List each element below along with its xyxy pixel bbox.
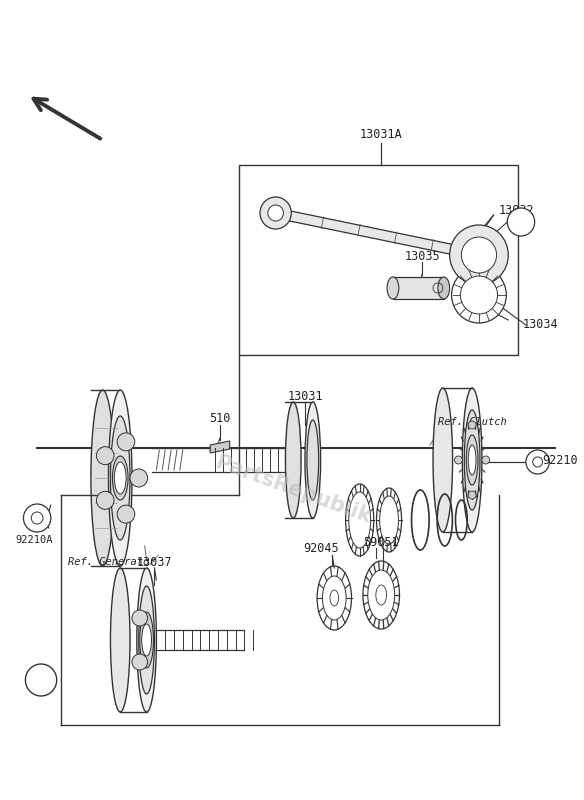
Text: 13035: 13035	[405, 250, 440, 262]
Text: 13031A: 13031A	[360, 129, 402, 142]
Ellipse shape	[307, 420, 319, 500]
Circle shape	[23, 504, 51, 532]
Ellipse shape	[368, 570, 395, 620]
Ellipse shape	[330, 590, 339, 606]
Ellipse shape	[468, 445, 476, 475]
Ellipse shape	[463, 388, 482, 532]
Bar	[238, 165, 518, 355]
Text: Ref. Generator: Ref. Generator	[68, 557, 156, 567]
Text: 13031: 13031	[287, 390, 323, 402]
Ellipse shape	[380, 496, 398, 544]
Circle shape	[533, 457, 543, 467]
Ellipse shape	[139, 586, 154, 694]
Ellipse shape	[142, 624, 151, 656]
Polygon shape	[274, 208, 480, 260]
Bar	[393, 277, 444, 299]
Circle shape	[96, 491, 114, 510]
Ellipse shape	[305, 402, 321, 518]
Circle shape	[450, 225, 508, 285]
Circle shape	[96, 446, 114, 465]
Polygon shape	[210, 441, 230, 453]
Ellipse shape	[387, 277, 399, 299]
Ellipse shape	[137, 568, 157, 712]
Ellipse shape	[466, 435, 478, 485]
Ellipse shape	[438, 277, 450, 299]
Ellipse shape	[109, 390, 132, 566]
Text: A: A	[518, 217, 524, 227]
Text: 510: 510	[209, 411, 231, 425]
Circle shape	[268, 205, 283, 221]
Circle shape	[454, 456, 463, 464]
Circle shape	[451, 267, 506, 323]
Text: 92045: 92045	[303, 542, 338, 554]
Ellipse shape	[114, 462, 126, 494]
Text: 13037: 13037	[137, 555, 172, 569]
Text: 13032: 13032	[499, 203, 534, 217]
Ellipse shape	[286, 402, 301, 518]
Circle shape	[461, 237, 496, 273]
Text: A: A	[38, 675, 44, 685]
Circle shape	[32, 512, 43, 524]
Text: 59051: 59051	[363, 535, 399, 549]
Circle shape	[507, 208, 535, 236]
Ellipse shape	[110, 568, 130, 712]
Circle shape	[468, 421, 476, 429]
Ellipse shape	[322, 576, 346, 620]
Circle shape	[132, 610, 148, 626]
Text: 92210A: 92210A	[15, 535, 53, 545]
Circle shape	[482, 456, 490, 464]
Ellipse shape	[433, 388, 453, 532]
Text: 92210: 92210	[543, 454, 578, 466]
Circle shape	[468, 491, 476, 499]
Ellipse shape	[110, 416, 130, 540]
Circle shape	[526, 450, 550, 474]
Circle shape	[460, 276, 498, 314]
Circle shape	[260, 197, 291, 229]
Circle shape	[117, 433, 135, 451]
Ellipse shape	[464, 410, 480, 510]
Circle shape	[26, 664, 57, 696]
Text: 13034: 13034	[523, 318, 558, 331]
Ellipse shape	[376, 585, 387, 605]
Ellipse shape	[112, 456, 128, 500]
Circle shape	[132, 654, 148, 670]
Text: PartsRepublik: PartsRepublik	[213, 453, 374, 527]
Text: Ref. Clutch: Ref. Clutch	[438, 417, 507, 427]
Ellipse shape	[91, 390, 114, 566]
Circle shape	[130, 469, 148, 487]
Ellipse shape	[140, 612, 154, 668]
Circle shape	[117, 505, 135, 523]
Ellipse shape	[349, 492, 371, 548]
